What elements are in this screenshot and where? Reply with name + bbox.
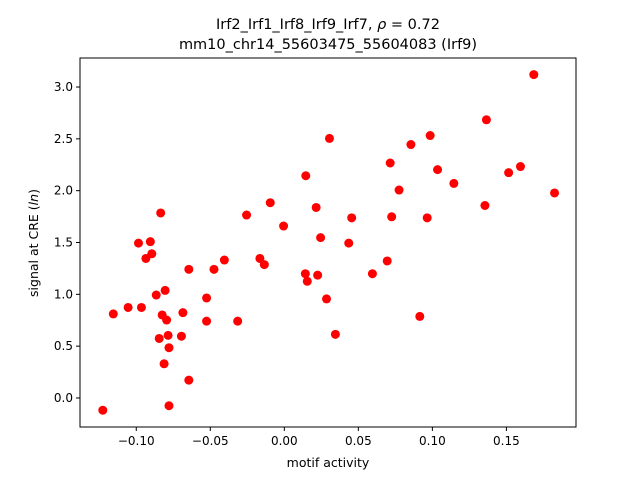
data-point-57 <box>515 162 525 172</box>
data-point-24 <box>209 264 219 274</box>
data-point-8 <box>151 290 161 300</box>
data-point-51 <box>425 131 435 141</box>
data-point-16 <box>164 401 174 411</box>
y-tick-label: 2.0 <box>54 184 73 198</box>
data-point-31 <box>279 221 289 231</box>
data-point-59 <box>550 188 560 198</box>
data-point-48 <box>406 140 416 150</box>
x-tick-label: 0.05 <box>345 434 372 448</box>
plot-area <box>98 70 560 415</box>
data-point-42 <box>347 213 357 223</box>
y-label-italic: ln <box>26 194 41 205</box>
data-point-41 <box>344 238 354 248</box>
title-rho-value: = 0.72 <box>386 17 440 33</box>
data-point-4 <box>136 302 146 312</box>
y-label-prefix: signal at CRE ( <box>26 205 41 297</box>
data-point-6 <box>145 237 155 247</box>
y-tick-label: 2.5 <box>54 132 73 146</box>
data-point-14 <box>162 315 172 325</box>
data-point-38 <box>322 294 332 304</box>
x-tick-label: 0.15 <box>493 434 520 448</box>
x-axis-label: motif activity <box>287 455 370 470</box>
y-axis-label: signal at CRE (ln) <box>26 189 41 297</box>
x-tick-label: −0.10 <box>118 434 155 448</box>
data-point-49 <box>415 311 425 321</box>
data-point-53 <box>449 178 459 188</box>
x-tick-label: −0.05 <box>192 434 229 448</box>
x-axis: −0.10 −0.05 0.00 0.05 0.10 0.15 <box>118 427 520 448</box>
x-tick-label: 0.10 <box>419 434 446 448</box>
data-point-30 <box>265 198 275 208</box>
chart-title-line1: Irf2_Irf1_Irf8_Irf9_Irf7, ρ = 0.72 <box>216 17 440 33</box>
data-point-26 <box>233 316 243 326</box>
data-point-21 <box>184 264 194 274</box>
data-point-10 <box>156 208 166 218</box>
data-point-43 <box>367 269 377 279</box>
data-point-44 <box>382 256 392 266</box>
data-point-40 <box>330 329 340 339</box>
data-point-45 <box>385 158 395 168</box>
data-point-9 <box>154 333 164 343</box>
data-point-23 <box>202 316 212 326</box>
y-tick-label: 0.5 <box>54 339 73 353</box>
data-point-0 <box>98 405 108 415</box>
data-point-32 <box>300 269 310 279</box>
data-point-54 <box>480 201 490 210</box>
y-label-suffix: ) <box>26 189 41 194</box>
data-point-52 <box>433 165 443 175</box>
data-point-37 <box>316 233 326 243</box>
data-point-18 <box>176 331 186 341</box>
y-axis: 0.0 0.5 1.0 1.5 2.0 2.5 3.0 <box>54 80 80 405</box>
data-point-46 <box>387 212 397 222</box>
x-tick-label: 0.00 <box>271 434 298 448</box>
data-point-27 <box>242 210 252 220</box>
data-point-29 <box>259 260 269 270</box>
data-point-22 <box>202 293 212 303</box>
data-point-36 <box>313 270 323 280</box>
data-point-47 <box>394 185 404 195</box>
data-point-3 <box>133 238 143 248</box>
data-point-2 <box>123 302 133 312</box>
data-point-35 <box>311 202 321 212</box>
data-point-25 <box>219 255 229 265</box>
title-prefix: Irf2_Irf1_Irf8_Irf9_Irf7, <box>216 17 377 33</box>
data-point-15 <box>163 330 173 340</box>
y-tick-label: 0.0 <box>54 391 73 405</box>
data-point-19 <box>178 308 188 318</box>
data-point-20 <box>184 375 194 385</box>
title-rho-symbol: ρ <box>377 17 387 33</box>
data-point-34 <box>302 276 312 286</box>
data-point-7 <box>147 249 157 259</box>
y-tick-label: 1.5 <box>54 236 73 250</box>
data-point-12 <box>159 359 169 369</box>
data-point-17 <box>164 343 174 353</box>
y-tick-label: 1.0 <box>54 287 73 301</box>
data-point-55 <box>481 115 491 125</box>
data-point-33 <box>301 171 311 181</box>
data-point-39 <box>324 133 334 143</box>
data-point-1 <box>108 309 118 319</box>
chart-title-line2: mm10_chr14_55603475_55604083 (Irf9) <box>179 37 477 53</box>
y-tick-label: 3.0 <box>54 80 73 94</box>
data-point-50 <box>422 213 432 223</box>
data-point-56 <box>504 168 514 178</box>
data-point-58 <box>529 70 539 80</box>
data-point-13 <box>160 285 170 295</box>
